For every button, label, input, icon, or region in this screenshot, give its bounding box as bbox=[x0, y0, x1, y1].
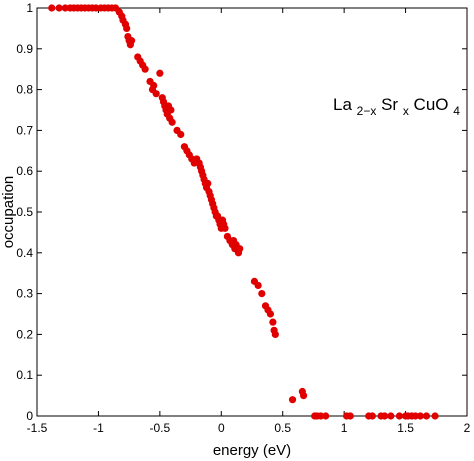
tick-labels: -1.5 -1 -0.5 0 0.5 1 1.5 2 0 0.1 0.2 0.3 0.4 0.5 0.6 0.… bbox=[16, 1, 470, 435]
y-tick-label: 0.1 bbox=[16, 368, 33, 382]
data-point bbox=[221, 224, 229, 232]
annotation-tail: CuO bbox=[414, 95, 449, 114]
x-axis-label: energy (eV) bbox=[213, 442, 291, 459]
x-tick-label: 1.5 bbox=[397, 421, 414, 435]
y-tick-label: 0.6 bbox=[16, 164, 33, 178]
data-point bbox=[150, 81, 158, 90]
data-point bbox=[416, 412, 424, 420]
annotation-sub1: 2−x bbox=[357, 104, 377, 118]
annotation-sub2: x bbox=[403, 104, 409, 118]
data-point bbox=[236, 245, 244, 253]
data-point bbox=[254, 281, 262, 290]
data-point bbox=[258, 290, 266, 298]
y-tick-label: 0.3 bbox=[16, 287, 33, 301]
y-tick-label: 0.4 bbox=[16, 246, 33, 260]
data-point bbox=[322, 412, 330, 420]
data-point bbox=[387, 412, 395, 420]
data-point bbox=[288, 396, 297, 404]
plot-frame bbox=[36, 7, 468, 417]
x-tick-label: 1 bbox=[341, 421, 348, 435]
data-point bbox=[152, 90, 160, 98]
material-annotation: La 2−x Sr x CuO 4 bbox=[333, 95, 460, 119]
data-point bbox=[167, 106, 175, 114]
y-tick-label: 0.7 bbox=[16, 123, 33, 137]
annotation-sub3: 4 bbox=[453, 104, 460, 118]
x-tick-label: 2 bbox=[464, 421, 471, 435]
y-tick-label: 0.5 bbox=[16, 205, 33, 219]
y-tick-label: 0.8 bbox=[16, 83, 33, 97]
data-points bbox=[48, 4, 439, 420]
y-tick-label: 0.9 bbox=[16, 42, 33, 56]
axis-ticks bbox=[36, 7, 468, 417]
data-point bbox=[271, 330, 279, 338]
data-point bbox=[55, 4, 63, 12]
x-tick-label: -1 bbox=[93, 421, 104, 435]
x-tick-label: -0.5 bbox=[150, 421, 171, 435]
data-point bbox=[381, 412, 389, 420]
data-point bbox=[368, 412, 376, 420]
y-tick-label: 0 bbox=[26, 409, 33, 423]
x-tick-label: 0.5 bbox=[274, 421, 291, 435]
data-point bbox=[395, 412, 404, 420]
data-point bbox=[128, 37, 136, 45]
data-point bbox=[141, 65, 149, 73]
data-point bbox=[346, 412, 354, 420]
annotation-mid: Sr bbox=[381, 95, 398, 114]
data-point bbox=[266, 310, 275, 318]
data-point bbox=[431, 412, 439, 420]
data-point bbox=[123, 24, 131, 32]
data-point bbox=[300, 392, 308, 400]
data-point bbox=[48, 4, 56, 12]
y-tick-label: 1 bbox=[26, 1, 33, 15]
x-tick-label: -1.5 bbox=[27, 421, 48, 435]
data-point bbox=[204, 179, 212, 188]
data-point bbox=[156, 69, 164, 77]
data-point bbox=[168, 118, 176, 126]
x-tick-label: 0 bbox=[218, 421, 225, 435]
y-axis-label: occupation bbox=[0, 176, 17, 249]
y-tick-label: 0.2 bbox=[16, 327, 33, 341]
annotation-base: La bbox=[333, 95, 352, 114]
data-point bbox=[422, 412, 431, 420]
data-point bbox=[269, 318, 277, 326]
data-point bbox=[177, 130, 185, 139]
